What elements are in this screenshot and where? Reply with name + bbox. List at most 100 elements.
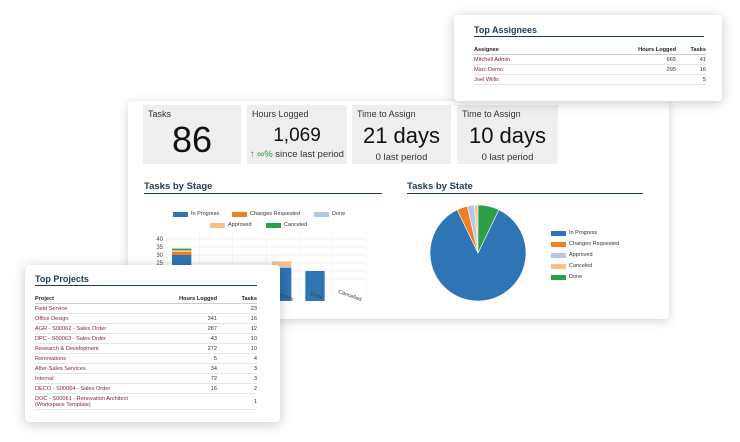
y-tick-label: 35 <box>156 245 163 251</box>
legend-item-in-progress[interactable]: In Progress <box>551 230 597 236</box>
legend-swatch <box>551 252 566 258</box>
row-name[interactable]: Office Design <box>35 313 145 324</box>
top-assignees-table: Assignee Hours Logged Tasks Mitchell Adm… <box>474 45 706 85</box>
row-tasks: 12 <box>217 323 257 334</box>
kpi-hours-logged[interactable]: Hours Logged 1,069 ↑ ∞% since last perio… <box>247 105 347 164</box>
row-name[interactable]: Renovations <box>35 353 145 364</box>
legend-swatch <box>551 230 566 236</box>
legend-label: Done <box>569 274 583 280</box>
row-tasks: 23 <box>217 303 257 314</box>
legend-item-approved[interactable]: Approved <box>551 252 593 258</box>
table-row[interactable]: Internal 72 3 <box>35 373 257 384</box>
kpi-time-to-assign-2[interactable]: Time to Assign 10 days 0 last period <box>457 105 558 164</box>
table-row[interactable]: Joel Willis 5 <box>474 74 706 85</box>
kpi-tasks[interactable]: Tasks 86 <box>143 105 241 164</box>
table-row[interactable]: DECO - S00064 - Sales Order 16 2 <box>35 383 257 394</box>
legend-item-done[interactable]: Done <box>551 274 582 280</box>
legend-item-changes-requested[interactable]: Changes Requested <box>232 211 300 217</box>
row-tasks: 4 <box>217 353 257 364</box>
bar-segment <box>305 271 325 301</box>
row-name[interactable]: DECO - S00064 - Sales Order <box>35 383 145 394</box>
row-name[interactable]: Joel Willis <box>474 74 604 85</box>
row-tasks: 3 <box>217 373 257 384</box>
row-name[interactable]: Marc Demo <box>474 64 604 75</box>
table-row[interactable]: After-Sales Services 34 3 <box>35 363 257 374</box>
table-row[interactable]: Research & Development 272 10 <box>35 343 257 354</box>
table-row[interactable]: Renovations 5 4 <box>35 353 257 364</box>
bar-segment <box>172 251 192 255</box>
column-header: Tasks <box>676 45 706 55</box>
row-tasks: 10 <box>217 333 257 344</box>
legend-label: Changes Requested <box>250 211 301 217</box>
row-tasks: 5 <box>676 74 706 85</box>
table-row[interactable]: AGR - S00062 - Sales Order 287 12 <box>35 323 257 334</box>
row-name[interactable]: Mitchell Admin <box>474 54 604 65</box>
legend-item-approved[interactable]: Approved <box>210 222 252 228</box>
row-hours <box>604 74 676 85</box>
tasks-by-state-title: Tasks by State <box>407 181 643 194</box>
x-tick-label: Cancelled <box>337 289 362 301</box>
row-name[interactable]: DPC - S00063 - Sales Order <box>35 333 145 344</box>
pie-slice <box>429 209 527 302</box>
legend-label: In Progress <box>569 230 598 236</box>
legend-swatch <box>266 222 281 228</box>
legend-label: Done <box>332 211 346 217</box>
row-name[interactable]: AGR - S00062 - Sales Order <box>35 323 145 334</box>
column-header: Hours Logged <box>145 294 217 304</box>
row-name[interactable]: Research & Development <box>35 343 145 354</box>
legend-item-canceled[interactable]: Canceled <box>266 222 307 228</box>
kpi-value: 10 days <box>468 123 547 148</box>
legend-swatch <box>173 211 188 217</box>
x-tick-label: Done <box>309 291 323 301</box>
bar-segment <box>272 261 292 267</box>
row-hours: 341 <box>145 313 217 324</box>
row-name[interactable]: After-Sales Services <box>35 363 145 374</box>
table-row[interactable]: Mitchell Admin 665 41 <box>474 54 706 65</box>
kpi-comparison: ↑ ∞% since last period <box>247 149 347 160</box>
top-assignees-card: Top Assignees Assignee Hours Logged Task… <box>454 15 722 101</box>
row-tasks: 16 <box>217 313 257 324</box>
bar-segment <box>172 248 192 251</box>
legend-item-done[interactable]: Done <box>314 211 345 217</box>
row-hours: 272 <box>145 343 217 354</box>
legend-item-canceled[interactable]: Canceled <box>551 263 592 269</box>
table-row[interactable]: DOC - S00061 - Renovation Architect (Wor… <box>35 393 257 410</box>
tasks-by-stage-title: Tasks by Stage <box>144 181 382 194</box>
top-assignees-title: Top Assignees <box>474 25 704 37</box>
tasks-by-state-chart <box>429 204 527 302</box>
table-row[interactable]: Marc Demo 295 16 <box>474 64 706 75</box>
kpi-label: Tasks <box>148 109 172 119</box>
bar-segment <box>272 266 292 268</box>
column-header: Hours Logged <box>604 45 676 55</box>
row-tasks: 16 <box>676 64 706 75</box>
legend-item-changes-requested[interactable]: Changes Requested <box>551 241 619 247</box>
kpi-value: 1,069 <box>273 125 321 146</box>
y-tick-label: 30 <box>156 253 163 259</box>
kpi-label: Time to Assign <box>357 109 416 119</box>
row-hours: 72 <box>145 373 217 384</box>
kpi-label: Hours Logged <box>252 109 309 119</box>
row-hours: 16 <box>145 383 217 394</box>
row-tasks: 1 <box>217 393 257 410</box>
trend-up-icon: ↑ ∞% <box>250 149 273 160</box>
table-row[interactable]: Office Design 341 16 <box>35 313 257 324</box>
bar-segment <box>172 250 192 252</box>
legend-swatch <box>551 241 566 247</box>
kpi-sub-label: 0 last period <box>375 152 428 163</box>
row-name[interactable]: DOC - S00061 - Renovation Architect (Wor… <box>35 393 145 410</box>
table-row[interactable]: DPC - S00063 - Sales Order 43 10 <box>35 333 257 344</box>
row-hours: 295 <box>604 64 676 75</box>
pie-slice <box>477 204 500 254</box>
row-tasks: 10 <box>217 343 257 354</box>
y-tick-label: 25 <box>156 261 163 267</box>
row-hours <box>145 303 217 314</box>
legend-swatch <box>314 211 329 217</box>
legend-label: Approved <box>569 252 593 258</box>
row-tasks: 3 <box>217 363 257 374</box>
kpi-time-to-assign[interactable]: Time to Assign 21 days 0 last period <box>352 105 451 164</box>
legend-item-in-progress[interactable]: In Progress <box>173 211 219 217</box>
table-row[interactable]: Field Service 23 <box>35 303 257 314</box>
row-name[interactable]: Field Service <box>35 303 145 314</box>
row-name[interactable]: Internal <box>35 373 145 384</box>
